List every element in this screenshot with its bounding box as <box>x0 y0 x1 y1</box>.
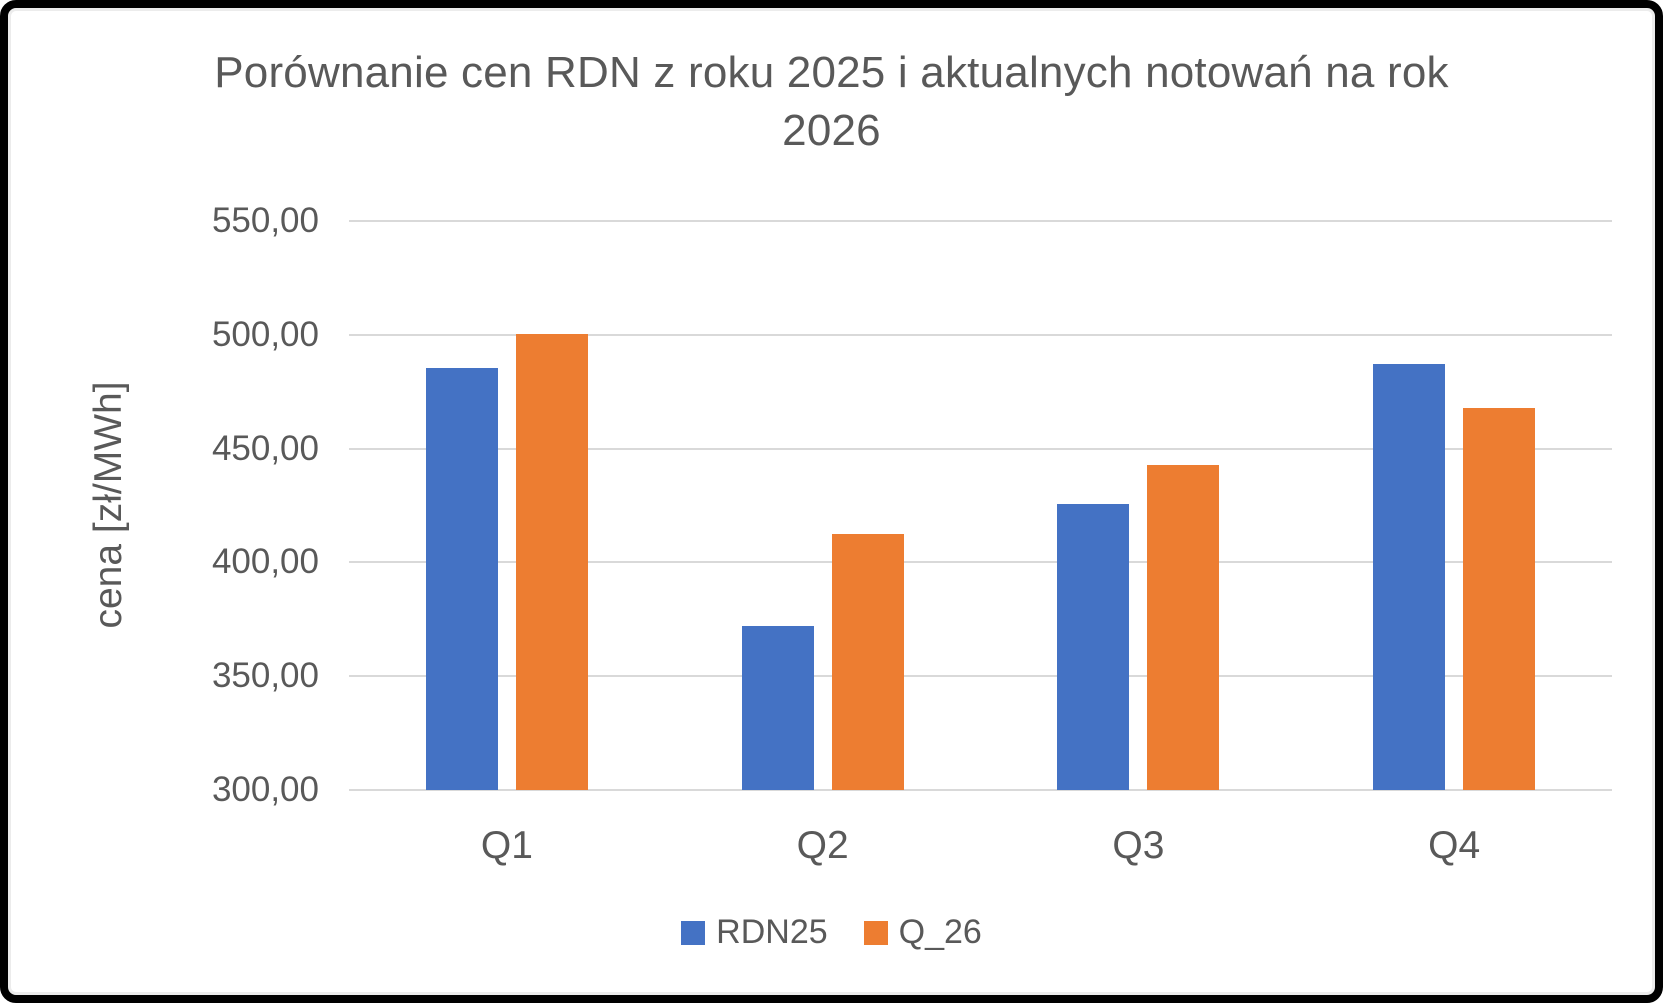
legend-label: RDN25 <box>716 913 828 951</box>
bar-rdn25-q1 <box>425 367 498 790</box>
bar-rdn25-q2 <box>741 626 814 790</box>
legend-swatch-icon <box>681 920 706 945</box>
bar-rdn25-q3 <box>1057 504 1130 790</box>
y-axis-tick-label: 300,00 <box>211 770 319 809</box>
plot-area <box>349 220 1612 791</box>
bar-rdn25-q4 <box>1373 364 1446 790</box>
x-axis-label-q3: Q3 <box>1112 824 1165 867</box>
bar-q_26-q3 <box>1147 464 1220 790</box>
x-axis-label-q1: Q1 <box>480 824 533 867</box>
x-axis-label-q2: Q2 <box>796 824 849 867</box>
gridline <box>349 561 1612 564</box>
legend-label: Q_26 <box>898 913 982 951</box>
gridline <box>349 447 1612 450</box>
gridline <box>349 220 1612 222</box>
bar-q_26-q4 <box>1463 407 1536 790</box>
y-axis-tick-label: 550,00 <box>211 201 319 240</box>
bar-group-q1 <box>349 221 665 790</box>
legend-swatch-icon <box>863 920 888 945</box>
legend: RDN25 Q_26 <box>8 913 1655 952</box>
bar-group-q2 <box>665 221 981 790</box>
bar-group-q4 <box>1296 221 1612 790</box>
x-axis-labels: Q1 Q2 Q3 Q4 <box>349 824 1612 868</box>
bar-group-q3 <box>981 221 1297 790</box>
y-axis-tick-label: 350,00 <box>211 656 319 696</box>
legend-item-rdn25: RDN25 <box>681 913 828 952</box>
gridline <box>349 789 1612 791</box>
y-axis-tick-label: 500,00 <box>211 314 319 354</box>
x-axis-label-q4: Q4 <box>1428 824 1481 867</box>
y-axis-tick-label: 450,00 <box>211 428 319 468</box>
y-axis-title: cena [zł/MWh] <box>87 381 130 629</box>
y-axis-tick-label: 400,00 <box>211 542 319 582</box>
bar-q_26-q2 <box>831 534 904 790</box>
gridline <box>349 675 1612 678</box>
bar-groups <box>349 221 1612 790</box>
gridline <box>349 333 1612 336</box>
chart-title: Porównanie cen RDN z roku 2025 i aktualn… <box>214 48 1449 156</box>
legend-item-q_26: Q_26 <box>863 913 982 952</box>
bar-q_26-q1 <box>515 333 588 790</box>
